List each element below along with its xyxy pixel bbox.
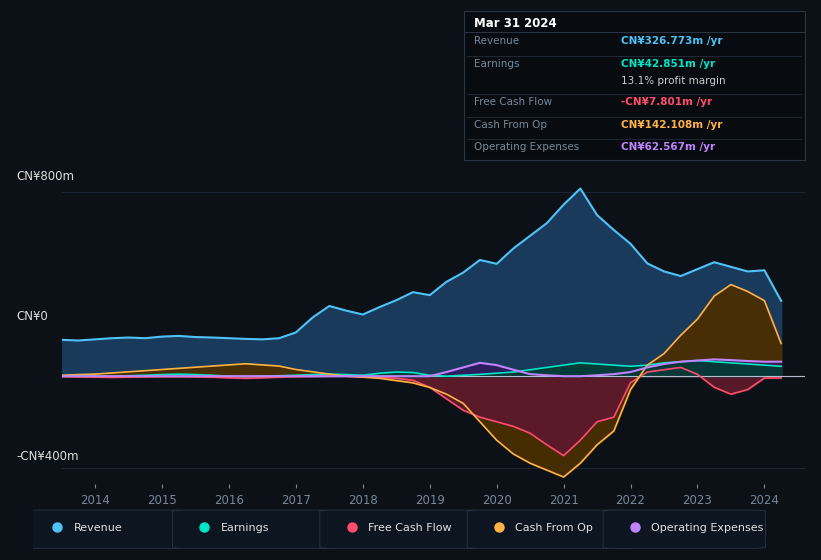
Text: Mar 31 2024: Mar 31 2024 <box>474 17 557 30</box>
Text: Earnings: Earnings <box>221 523 269 533</box>
Text: Revenue: Revenue <box>474 36 519 46</box>
Text: Cash From Op: Cash From Op <box>516 523 594 533</box>
FancyBboxPatch shape <box>172 510 335 548</box>
Text: CN¥800m: CN¥800m <box>16 170 75 183</box>
Text: -CN¥7.801m /yr: -CN¥7.801m /yr <box>621 97 712 108</box>
Text: 13.1% profit margin: 13.1% profit margin <box>621 77 725 86</box>
FancyBboxPatch shape <box>25 510 188 548</box>
Text: CN¥42.851m /yr: CN¥42.851m /yr <box>621 59 715 69</box>
FancyBboxPatch shape <box>320 510 482 548</box>
FancyBboxPatch shape <box>467 510 630 548</box>
Text: Operating Expenses: Operating Expenses <box>474 142 580 152</box>
Text: CN¥62.567m /yr: CN¥62.567m /yr <box>621 142 715 152</box>
Text: CN¥142.108m /yr: CN¥142.108m /yr <box>621 119 722 129</box>
Text: CN¥0: CN¥0 <box>16 310 48 323</box>
Text: Free Cash Flow: Free Cash Flow <box>474 97 553 108</box>
Text: CN¥326.773m /yr: CN¥326.773m /yr <box>621 36 722 46</box>
FancyBboxPatch shape <box>603 510 765 548</box>
Text: Cash From Op: Cash From Op <box>474 119 547 129</box>
Text: Earnings: Earnings <box>474 59 520 69</box>
Text: Revenue: Revenue <box>74 523 122 533</box>
Text: Free Cash Flow: Free Cash Flow <box>368 523 452 533</box>
Text: Operating Expenses: Operating Expenses <box>651 523 764 533</box>
Text: -CN¥400m: -CN¥400m <box>16 450 79 463</box>
